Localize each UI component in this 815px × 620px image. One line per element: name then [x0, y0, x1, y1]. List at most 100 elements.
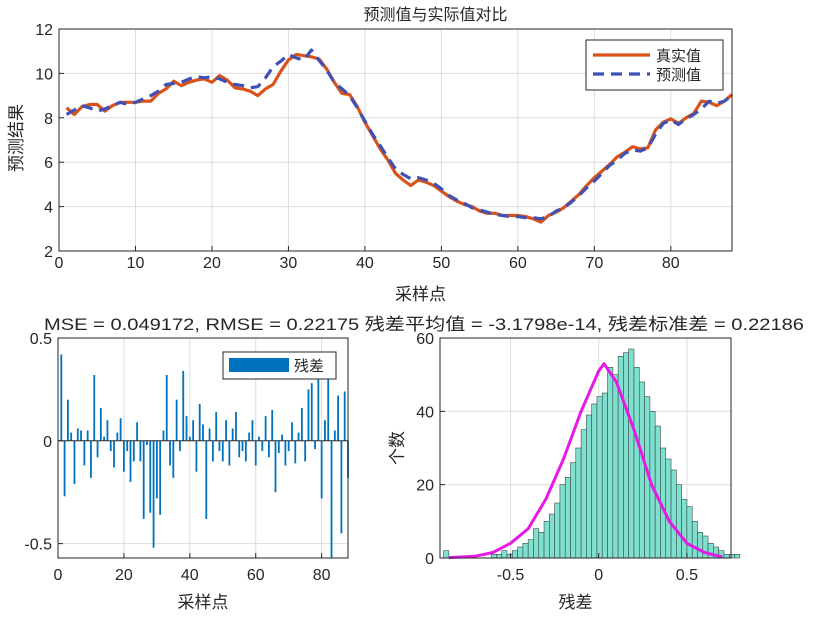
residual-bar [159, 440, 162, 515]
histogram-bar [728, 554, 735, 559]
histogram-bar [638, 381, 645, 559]
x-tick-label: 30 [280, 255, 298, 272]
histogram-bar [628, 348, 635, 559]
histogram-bar [686, 506, 693, 559]
x-tick-label: 0 [54, 567, 63, 584]
x-tick-label: 10 [127, 255, 145, 272]
residual-bar [284, 440, 287, 466]
residual-bar [340, 440, 343, 534]
residual-bar [241, 440, 244, 452]
x-tick-label: 80 [662, 255, 680, 272]
histogram-bar [559, 484, 566, 559]
residual-bar [264, 416, 267, 441]
residual-bar [244, 440, 247, 462]
x-tick-label: 70 [585, 255, 603, 272]
comparison-ylabel: 预测结果 [7, 104, 26, 172]
residual-bar [90, 440, 92, 478]
x-tick-label: 0 [55, 255, 64, 272]
residual-bar [70, 432, 73, 441]
residual-bar [129, 440, 132, 482]
x-tick-label: 80 [313, 567, 331, 584]
x-tick-label: 20 [203, 255, 221, 272]
residual-bar [225, 420, 227, 441]
x-tick-label: 50 [432, 255, 450, 272]
residual-bar [291, 422, 293, 441]
residual-bar [185, 416, 188, 441]
residual-bar [169, 440, 171, 466]
residual-bar [165, 375, 168, 441]
histogram-bar [538, 532, 545, 559]
residual-bar [162, 430, 165, 441]
residual-bar [103, 436, 106, 441]
residual-bar [195, 440, 198, 472]
residual-bar [66, 399, 69, 441]
x-tick-label: 60 [509, 255, 527, 272]
x-tick-label: 0.5 [676, 567, 698, 584]
legend-residual-label: 残差 [294, 358, 324, 375]
x-tick-label: 60 [247, 567, 265, 584]
residual-bar [314, 440, 316, 450]
comparison-legend[interactable]: 真实值 预测值 [585, 39, 724, 91]
residual-bar [218, 440, 221, 452]
histogram-bar [490, 554, 497, 559]
histogram-bar [517, 546, 524, 559]
histogram-bar [612, 374, 619, 559]
axes-frame [57, 337, 349, 559]
axes-frame [439, 337, 732, 559]
residual-bar [205, 440, 208, 519]
residual-bar [123, 440, 125, 472]
histogram-ylabel: 个数 [388, 431, 407, 465]
histogram-bar [554, 502, 561, 559]
histogram-bar [533, 528, 540, 559]
legend-actual-label: 真实值 [656, 47, 701, 65]
residual-bar [271, 409, 274, 441]
residual-bar [330, 440, 333, 558]
residual-bar [235, 412, 237, 441]
histogram-chart: -0.5 0 0.5 0 20 40 60 残差 个数 [388, 331, 741, 612]
histogram-bar [496, 554, 503, 559]
histogram-bar [596, 396, 603, 559]
histogram-bar [623, 352, 630, 559]
residual-bar [146, 440, 148, 445]
residual-bar [96, 440, 99, 458]
residual-legend[interactable]: 残差 [222, 351, 337, 380]
residual-bar [343, 391, 346, 441]
residual-bar [231, 428, 234, 441]
residual-bar [136, 422, 138, 441]
statistics-title: MSE = 0.049172, RMSE = 0.22175 残差平均值 = -… [44, 315, 804, 334]
residual-bar [228, 440, 231, 466]
predicted-line [65, 48, 733, 221]
residual-bar [179, 440, 181, 452]
residual-bar [113, 440, 115, 468]
legend-residual-swatch [229, 358, 289, 372]
histogram-bar [543, 521, 550, 559]
histogram-bar [586, 414, 592, 559]
y-tick-label: 20 [416, 478, 434, 495]
residual-bar [337, 395, 340, 441]
histogram-bar [676, 484, 682, 559]
residual-bar [261, 440, 264, 452]
residual-bar [126, 440, 129, 452]
residual-bar [287, 440, 290, 452]
residual-bar [304, 440, 307, 462]
residual-bar [258, 436, 260, 441]
residual-bar [76, 428, 79, 441]
y-tick-label: 8 [44, 111, 53, 128]
residual-bar [251, 420, 254, 441]
residual-bar [172, 440, 175, 478]
legend-predicted-label: 预测值 [656, 67, 701, 84]
residual-bar [60, 354, 63, 441]
residual-bar [93, 375, 96, 441]
comparison-title: 预测值与实际值对比 [363, 6, 507, 24]
residual-chart: 0 20 40 60 80-0.500.5 采样点 残差 [24, 331, 349, 612]
residual-bars-group [58, 354, 349, 558]
y-tick-label: 0 [43, 434, 52, 451]
histogram-bar [723, 554, 730, 559]
y-tick-label: 2 [44, 244, 53, 261]
y-tick-label: 6 [44, 155, 53, 172]
comparison-ticks: 0 10 20 30 40 50 60 70 80 2 4 6 8 10 12 [35, 22, 733, 272]
histogram-bar [575, 447, 582, 559]
residual-bar [149, 440, 152, 513]
y-tick-label: 0 [425, 551, 434, 568]
residual-bar [99, 407, 102, 441]
